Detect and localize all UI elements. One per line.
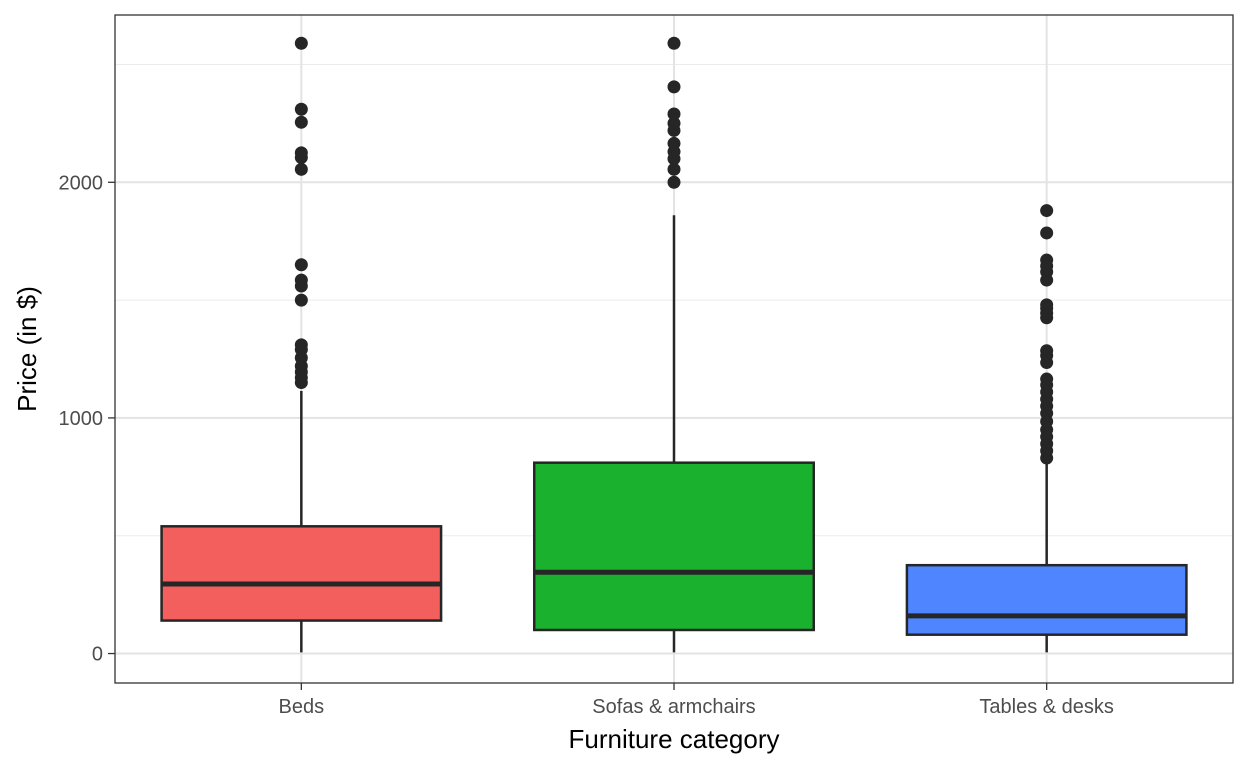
box-iqr (160, 525, 443, 622)
x-tick-label: Tables & desks (979, 696, 1114, 718)
box-plots (160, 36, 1188, 653)
box-group (905, 204, 1188, 653)
outlier-point (1040, 298, 1054, 312)
outlier-point (667, 136, 681, 150)
outlier-point (667, 36, 681, 50)
box-iqr (905, 563, 1188, 636)
box-group (160, 36, 443, 653)
outlier-point (294, 273, 308, 287)
outlier-point (294, 146, 308, 160)
y-tick-label: 2000 (59, 172, 104, 194)
y-axis-title: Price (in $) (12, 286, 42, 412)
outlier-point (294, 36, 308, 50)
outlier-point (667, 162, 681, 176)
outlier-point (294, 162, 308, 176)
x-tick-label: Beds (279, 696, 325, 718)
outlier-point (294, 115, 308, 129)
outlier-point (1040, 372, 1054, 386)
outlier-point (294, 258, 308, 272)
outlier-point (294, 338, 308, 352)
x-axis: Beds Sofas & armchairs Tables & desks (279, 683, 1114, 718)
outlier-point (667, 107, 681, 121)
outlier-point (1040, 253, 1054, 267)
x-tick-label: Sofas & armchairs (592, 696, 755, 718)
y-tick-label: 1000 (59, 408, 104, 430)
y-axis: 0 1000 2000 (59, 172, 115, 666)
outlier-point (667, 80, 681, 94)
outlier-point (294, 102, 308, 116)
box-group (533, 36, 815, 653)
outlier-point (1040, 344, 1054, 358)
outlier-point (1040, 226, 1054, 240)
outlier-point (1040, 204, 1054, 218)
outlier-point (667, 175, 681, 189)
outlier-point (294, 293, 308, 307)
y-tick-label: 0 (92, 644, 103, 666)
x-axis-title: Furniture category (569, 724, 780, 754)
box-iqr (533, 461, 815, 632)
outlier-point (667, 116, 681, 130)
